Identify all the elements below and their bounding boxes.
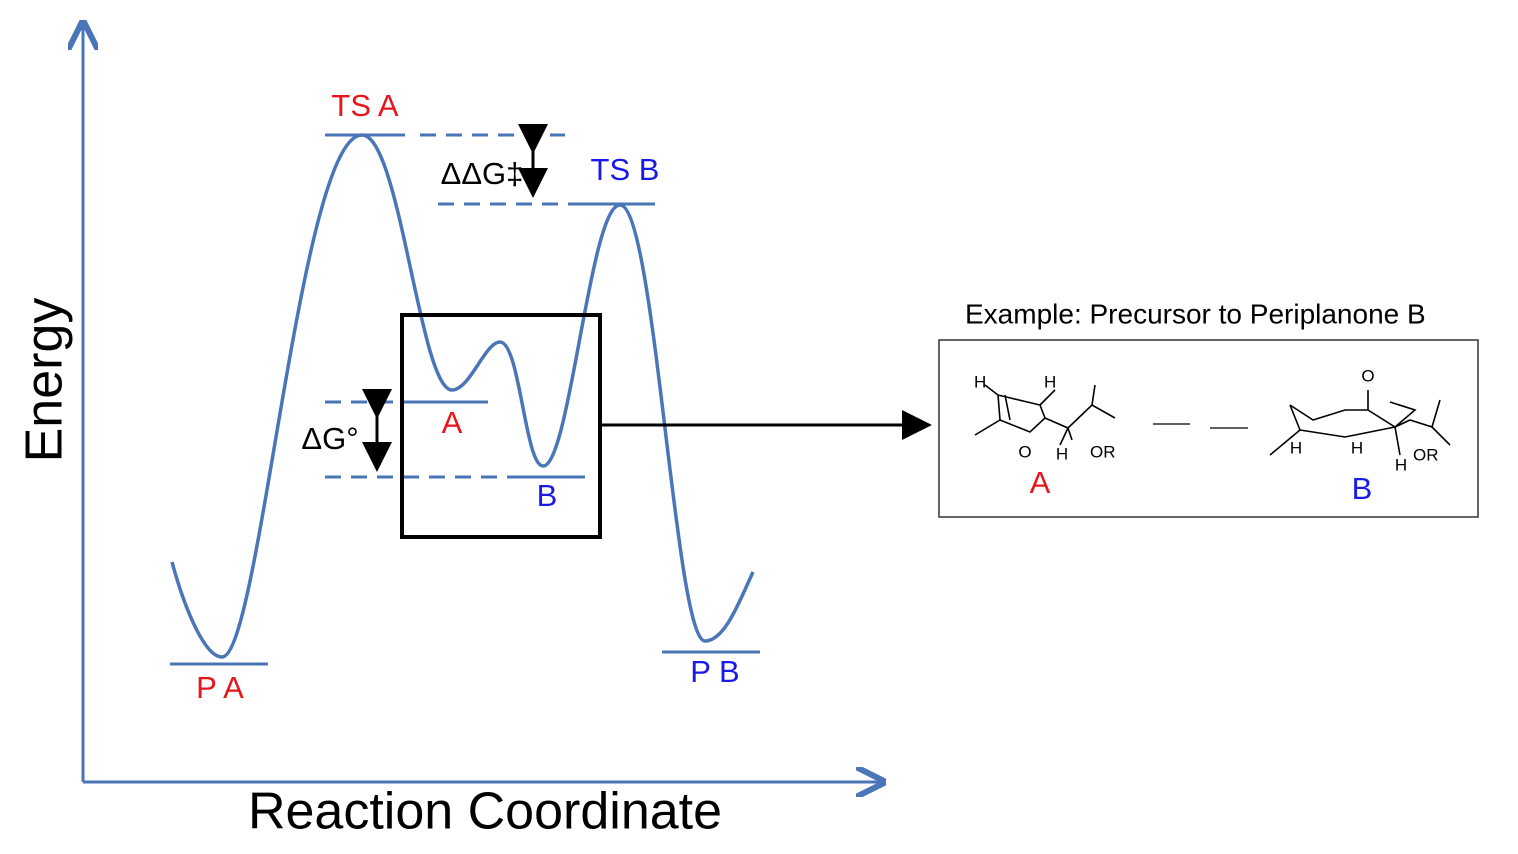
label-dg: ΔG° [301,421,358,456]
label-b: B [537,478,558,513]
molecule-b-label: B [1352,471,1373,506]
inset-title: Example: Precursor to Periplanone B [965,298,1426,329]
atom: OR [1090,442,1116,461]
atom: O [1018,442,1031,461]
equilibrium-arrows [1153,423,1248,429]
label-pa: P A [196,670,244,705]
zoom-box [400,313,602,539]
label-ddg: ΔΔG‡ [441,156,524,191]
label-ts-a: TS A [331,88,399,123]
atom: O [1361,366,1374,385]
label-a: A [442,405,463,440]
atom: H [1351,438,1363,457]
label-pb: P B [690,654,739,689]
atom: H [1290,438,1302,457]
atom: H [1044,372,1056,391]
molecule-a-label: A [1030,465,1051,500]
molecule-b [1269,390,1451,456]
atom: H [974,372,986,391]
atom: H [1056,444,1068,463]
energy-curve [170,133,755,659]
label-ts-b: TS B [591,152,660,187]
x-axis-label: Reaction Coordinate [248,783,722,841]
molecule-a [974,384,1116,446]
atom: OR [1413,445,1439,464]
atom: H [1395,455,1407,474]
y-axis-label: Energy [16,298,74,463]
